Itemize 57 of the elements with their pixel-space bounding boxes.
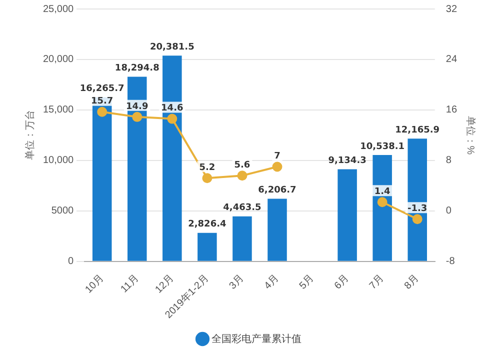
x-tick-label: 4月 (262, 272, 282, 292)
x-tick-label: 11月 (119, 272, 142, 296)
data-label: 2,826.4 (188, 220, 226, 230)
data-label: 16,265.7 (80, 84, 124, 94)
x-tick-label: 8月 (402, 272, 422, 292)
point (202, 173, 212, 184)
data-label: 4,463.5 (223, 203, 262, 214)
y2-tick-label: 32 (446, 4, 458, 15)
data-label: 12,165.9 (395, 125, 440, 136)
bar (198, 232, 217, 261)
y2-tick-label: 16 (446, 104, 458, 116)
bar (338, 169, 357, 261)
y2-tick-label: 24 (446, 54, 458, 66)
point (132, 112, 142, 122)
y2-tick-label: 8 (446, 155, 452, 166)
legend-label: 全国彩电产量累计值 (212, 332, 302, 345)
point (377, 197, 388, 208)
y2-axis-title: 单位：% (464, 116, 476, 155)
data-label: 5.2 (199, 162, 216, 173)
y-tick-label: 0 (68, 256, 74, 268)
bar (408, 138, 427, 261)
x-tick-label: 6月 (332, 272, 352, 292)
y-tick-label: 10,000 (42, 155, 74, 166)
point (167, 114, 178, 124)
data-label: 15.7 (90, 96, 114, 107)
data-label: 18,294.8 (114, 64, 160, 74)
x-tick-label: 10月 (83, 272, 106, 296)
bar (268, 198, 287, 261)
data-label: 10,538.1 (360, 142, 405, 152)
data-label: 14.6 (161, 104, 184, 114)
bar (372, 155, 392, 261)
point (97, 106, 108, 117)
data-label: 6,206.7 (258, 186, 296, 196)
data-label: 20,381.5 (150, 42, 194, 52)
x-tick-label: 12月 (154, 272, 176, 296)
y2-tick-label: -8 (446, 256, 456, 268)
point (412, 214, 422, 224)
y2-tick-label: 0 (446, 206, 452, 217)
point (272, 162, 282, 172)
bar (127, 76, 147, 261)
data-label: 9,134.3 (328, 156, 366, 166)
bar (162, 56, 182, 261)
bar (232, 216, 252, 261)
x-tick-label: 5月 (298, 272, 316, 292)
data-label: 7 (274, 152, 280, 162)
x-tick-label: 3月 (228, 272, 246, 292)
y-tick-label: 25,000 (42, 4, 74, 15)
point (237, 170, 248, 181)
y-axis-title: 单位：万台 (24, 110, 36, 160)
y-tick-label: 5000 (51, 206, 74, 217)
data-label: 5.6 (234, 160, 250, 170)
y-tick-label: 15,000 (42, 104, 74, 116)
y-tick-label: 20,000 (42, 54, 74, 66)
data-label: 1.4 (374, 186, 390, 197)
data-label: 14.9 (126, 102, 148, 112)
x-tick-label: 7月 (368, 272, 386, 292)
data-label: -1.3 (408, 204, 428, 214)
